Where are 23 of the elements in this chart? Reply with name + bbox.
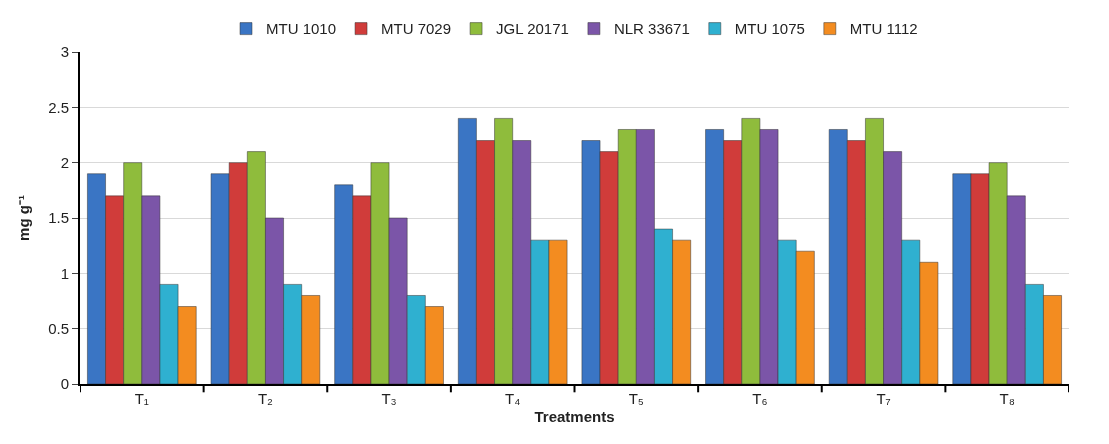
y-tick-label: 0 bbox=[60, 375, 69, 393]
x-tick-label: T₅ bbox=[628, 390, 644, 407]
legend-label: MTU 1075 bbox=[734, 20, 805, 38]
y-tick-label: 1 bbox=[60, 264, 69, 282]
x-tick-label: T₄ bbox=[505, 390, 521, 407]
x-tick-label: T₂ bbox=[257, 390, 274, 407]
x-tick-label: T₆ bbox=[752, 390, 768, 407]
x-axis-title: Treatments bbox=[534, 407, 615, 425]
x-tick-label: T₃ bbox=[381, 390, 397, 407]
x-tick-label: T₈ bbox=[999, 390, 1015, 407]
legend-label: JGL 20171 bbox=[496, 20, 569, 38]
y-axis-title: mg g⁻¹ bbox=[14, 195, 32, 241]
y-tick-label: 1.5 bbox=[48, 209, 69, 227]
legend-label: MTU 1112 bbox=[849, 20, 918, 38]
y-tick-label: 3 bbox=[60, 43, 69, 61]
legend-label: NLR 33671 bbox=[613, 20, 690, 38]
legend-label: MTU 7029 bbox=[381, 20, 452, 38]
y-tick-label: 2 bbox=[60, 153, 69, 171]
y-tick-label: 2.5 bbox=[48, 98, 69, 116]
y-tick-label: 0.5 bbox=[48, 319, 69, 337]
legend-label: MTU 1010 bbox=[266, 20, 337, 38]
x-tick-label: T₁ bbox=[134, 390, 149, 407]
x-tick-label: T₇ bbox=[876, 390, 891, 407]
